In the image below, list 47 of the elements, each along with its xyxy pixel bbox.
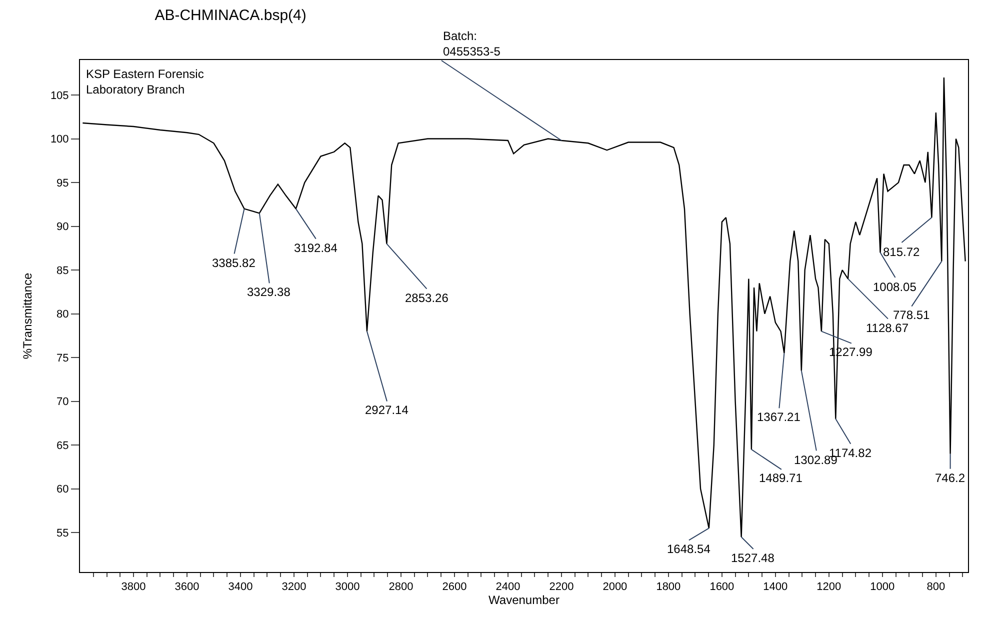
annotation: 778.51 (893, 308, 930, 322)
annotation: 2927.14 (365, 403, 409, 417)
y-tick-label: 105 (50, 90, 69, 102)
x-tick-label: 1800 (656, 581, 681, 594)
y-tick-label: 70 (56, 396, 69, 408)
y-axis-title: %Transmittance (20, 272, 35, 360)
annotation: 1648.54 (667, 542, 711, 556)
x-tick-label: 2600 (442, 581, 467, 594)
x-tick-label: 3000 (335, 581, 360, 594)
x-tick-label: 2000 (602, 581, 628, 594)
annotation: 1367.21 (757, 410, 801, 424)
annotation: 746.2 (935, 471, 966, 485)
y-tick-label: 100 (50, 134, 69, 146)
chart-title: AB-CHMINACA.bsp(4) (154, 6, 306, 24)
x-tick-label: 2200 (549, 581, 574, 594)
x-tick-label: 3800 (121, 581, 146, 594)
annotation: 1008.05 (873, 280, 917, 294)
x-tick-label: 1600 (710, 581, 734, 594)
y-tick-label: 85 (56, 264, 69, 277)
annotation: 3329.38 (247, 285, 291, 299)
annotation: 3192.84 (294, 241, 338, 255)
annotation: 815.72 (883, 245, 920, 259)
y-tick-label: 95 (56, 177, 69, 190)
annotation: Batch: 0455353-5 (443, 29, 501, 59)
x-tick-label: 2800 (388, 581, 414, 594)
x-tick-label: 3200 (282, 581, 306, 594)
y-tick-label: 65 (56, 440, 69, 452)
x-tick-label: 3400 (228, 581, 253, 594)
annotation: 1527.48 (731, 551, 775, 565)
annotation: KSP Eastern Forensic Laboratory Branch (86, 67, 204, 97)
y-tick-label: 60 (56, 484, 69, 496)
line-series (82, 76, 966, 538)
x-tick-label: 3600 (174, 581, 200, 594)
annotation: 1128.67 (866, 321, 909, 335)
x-tick-label: 1200 (816, 581, 842, 594)
y-tick-label: 80 (56, 308, 69, 321)
x-axis-title: Wavenumber (488, 593, 560, 608)
x-tick-label: 2400 (496, 581, 520, 594)
annotation: 1489.71 (759, 471, 803, 485)
annotation: 2853.26 (405, 291, 449, 305)
y-tick-label: 90 (56, 221, 69, 234)
x-tick-label: 1400 (763, 581, 788, 594)
x-tick-label: 800 (926, 581, 946, 594)
x-tick-label: 1000 (870, 581, 895, 594)
y-tick-label: 75 (56, 352, 69, 364)
annotation: 3385.82 (212, 256, 256, 270)
y-tick-label: 55 (56, 527, 69, 540)
